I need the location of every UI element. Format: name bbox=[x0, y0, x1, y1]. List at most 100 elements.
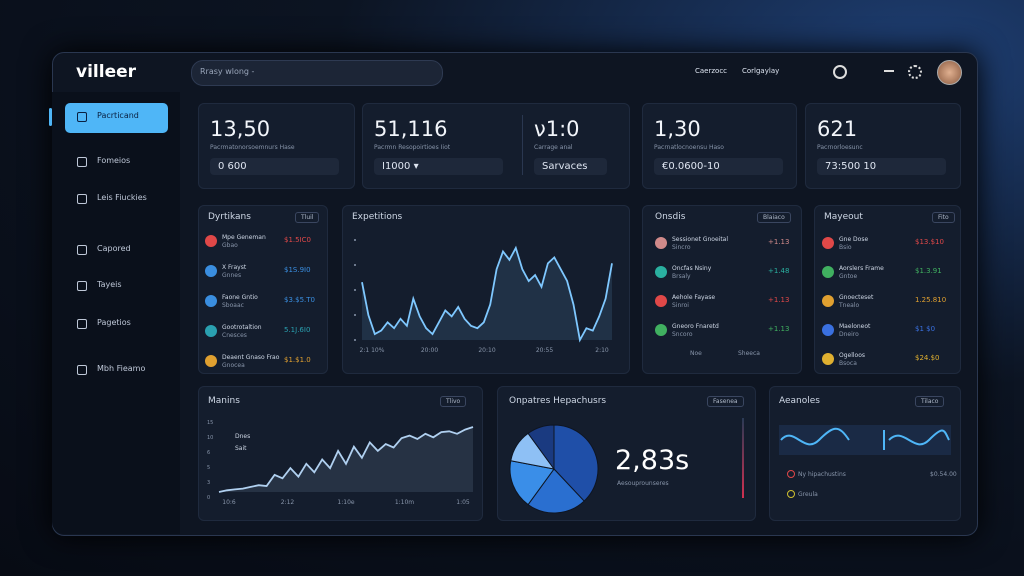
avatar[interactable] bbox=[937, 60, 962, 85]
list-value: 1.25.810 bbox=[915, 296, 947, 304]
stat-value: 621 bbox=[817, 117, 858, 141]
list-sub: Bsio bbox=[839, 244, 852, 251]
y-dot bbox=[354, 339, 356, 341]
expenses-chart: 2:1 10% 20:00 20:10 20:55 2:10 bbox=[354, 239, 613, 354]
nav-item[interactable]: Pacrticand bbox=[97, 111, 139, 120]
list-icon bbox=[205, 325, 217, 337]
big-value: 2,83s bbox=[615, 445, 690, 476]
list-name: Deaent Gnaso Frao bbox=[222, 354, 280, 361]
list-name: Gneoro Fnaretd bbox=[672, 323, 719, 330]
stat-caption: Pacrnatlocnoensu Haso bbox=[654, 144, 724, 151]
stat-pill[interactable]: 0 600 bbox=[210, 158, 339, 175]
stat-caption: Pacrnorloesunc bbox=[817, 144, 863, 151]
line bbox=[219, 427, 473, 492]
list-value: +1.13 bbox=[768, 296, 790, 304]
list-sub: Sinroi bbox=[672, 302, 689, 309]
line bbox=[361, 245, 613, 343]
y-dot bbox=[354, 264, 356, 266]
header-link[interactable]: Caerzocc bbox=[695, 67, 728, 75]
icon[interactable] bbox=[833, 65, 847, 79]
list-icon bbox=[822, 266, 834, 278]
list-icon bbox=[655, 266, 667, 278]
row-value: $0.54.00 bbox=[930, 471, 957, 478]
list-value: $1.5IC0 bbox=[284, 236, 311, 244]
list-value: $3.$5.T0 bbox=[284, 296, 315, 304]
card-title: Aeanoles bbox=[779, 396, 820, 406]
legend-label: Dnes bbox=[235, 433, 250, 440]
pie-slice bbox=[509, 460, 555, 506]
stat-caption: Pacrmn Resopoirtioes Iiot bbox=[374, 144, 451, 151]
stat-value: 13,50 bbox=[210, 117, 271, 141]
search-placeholder: Rrasy wlong - bbox=[200, 67, 255, 76]
line bbox=[218, 426, 474, 493]
y-dot bbox=[354, 314, 356, 316]
line bbox=[362, 248, 612, 340]
row-label: Greula bbox=[798, 491, 818, 498]
search-box[interactable] bbox=[191, 60, 443, 86]
list-icon bbox=[205, 355, 217, 367]
list-sub: Dneiro bbox=[839, 331, 859, 338]
list-sub: Gnocea bbox=[222, 362, 245, 369]
list-value: +1.48 bbox=[768, 267, 790, 275]
card-title: Dyrtikans bbox=[208, 212, 251, 222]
stat-value: 1,30 bbox=[654, 117, 701, 141]
card-button[interactable]: Fasenea bbox=[707, 396, 744, 407]
x-tick-label: 2:12 bbox=[281, 499, 295, 506]
stat-pill[interactable]: 73:500 10 bbox=[817, 158, 946, 175]
caption: Aesouprounseres bbox=[617, 480, 669, 487]
legend-label: Sait bbox=[235, 445, 247, 452]
list-value: $24.$0 bbox=[915, 354, 940, 362]
nav-active[interactable] bbox=[65, 103, 168, 133]
nav-item[interactable]: Pagetios bbox=[97, 318, 131, 327]
list-icon bbox=[205, 265, 217, 277]
wave-strip bbox=[779, 425, 951, 455]
x-tick-label: 20:55 bbox=[536, 347, 553, 354]
nav-icon bbox=[77, 157, 87, 167]
y-dot bbox=[354, 239, 356, 241]
card-title: Mayeout bbox=[824, 212, 863, 222]
nav-item[interactable]: Capored bbox=[97, 244, 131, 253]
card-button[interactable]: Tilaco bbox=[915, 396, 945, 407]
list-sub: Gbao bbox=[222, 242, 238, 249]
sidebar bbox=[52, 92, 180, 534]
list-name: Oncfas Nsiny bbox=[672, 265, 712, 272]
stat-pill[interactable]: I1000 ▾ bbox=[374, 158, 503, 175]
list-name: Gne Dose bbox=[839, 236, 869, 243]
logo[interactable]: villeer bbox=[76, 62, 137, 82]
manins-chart: 15 10 6 5 3 0 Dnes Sait 10:6 2:12 1:10e 1:10m 1:05 bbox=[207, 420, 474, 506]
nav-item[interactable]: Fomeios bbox=[97, 156, 131, 165]
icon[interactable] bbox=[884, 70, 894, 72]
list-name: Ogelloos bbox=[839, 352, 866, 359]
list-sub: Gnnes bbox=[222, 272, 242, 279]
list-name: Gnoecteset bbox=[839, 294, 874, 301]
nav-indicator bbox=[49, 108, 52, 126]
card bbox=[198, 205, 328, 374]
card-button[interactable]: Tlivo bbox=[440, 396, 467, 407]
row-label: Ny hipachustins bbox=[798, 471, 846, 478]
x-tick-label: 1:10m bbox=[395, 499, 414, 506]
card-footer: Noe bbox=[690, 350, 702, 357]
icon[interactable] bbox=[908, 65, 922, 79]
list-sub: Sboaac bbox=[222, 302, 244, 309]
x-tick-label: 2:10 bbox=[595, 347, 609, 354]
nav-icon bbox=[77, 194, 87, 204]
card-button[interactable]: Fito bbox=[932, 212, 955, 223]
nav-item[interactable]: Mbh Fieamo bbox=[97, 364, 146, 373]
stat-pill[interactable]: Sarvaces bbox=[534, 158, 607, 175]
pie-slice bbox=[527, 424, 555, 471]
list-sub: Gntoe bbox=[839, 273, 858, 280]
stat-pill[interactable]: €0.0600-10 bbox=[654, 158, 783, 175]
header-link[interactable]: Corlgaylay bbox=[742, 67, 780, 75]
nav-item[interactable]: Leis Fiuckies bbox=[97, 193, 147, 202]
card-button[interactable]: Tluil bbox=[295, 212, 320, 223]
card bbox=[642, 205, 802, 374]
divider bbox=[522, 115, 523, 175]
y-tick-label: 3 bbox=[207, 480, 210, 486]
nav-icon bbox=[77, 112, 87, 122]
pie-slice bbox=[527, 468, 585, 514]
nav-item[interactable]: Tayeis bbox=[97, 280, 122, 289]
x-tick-label: 2:1 10% bbox=[360, 347, 385, 354]
list-name: Aehole Fayase bbox=[672, 294, 716, 301]
card-button[interactable]: Blaiaco bbox=[757, 212, 791, 223]
pie-slice bbox=[553, 424, 599, 502]
